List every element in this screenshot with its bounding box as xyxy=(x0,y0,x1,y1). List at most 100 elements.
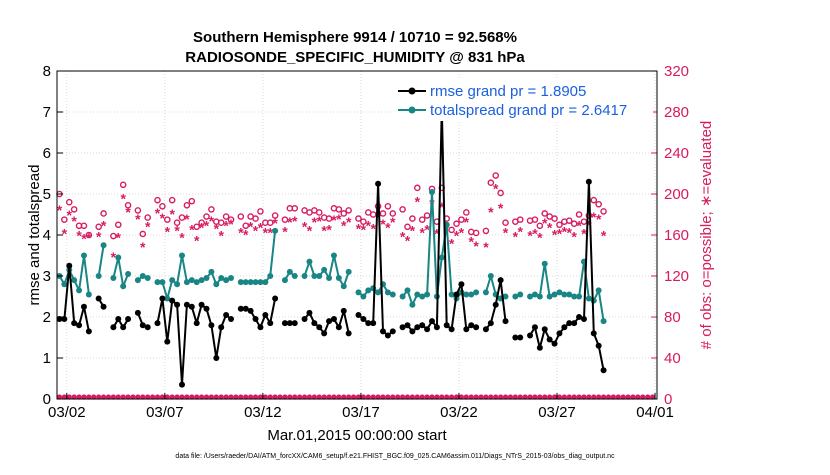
obs-rejected-marker xyxy=(61,394,67,400)
obs-possible-marker xyxy=(399,206,406,213)
y-right-tick-label: 160 xyxy=(664,227,689,244)
obs-rejected-marker xyxy=(615,394,621,400)
series-point xyxy=(399,324,406,331)
series-point xyxy=(286,268,293,275)
y-tick-label: 1 xyxy=(43,350,51,367)
series-point xyxy=(257,324,264,331)
obs-evaluated-marker: * xyxy=(174,222,180,238)
obs-rejected-marker xyxy=(76,394,82,400)
series-point xyxy=(409,301,416,308)
series-point xyxy=(76,287,83,294)
series-point xyxy=(468,291,475,298)
obs-rejected-marker xyxy=(429,394,435,400)
obs-rejected-marker xyxy=(556,394,563,400)
chart-title-line-2: RADIOSONDE_SPECIFIC_HUMIDITY @ 831 hPa xyxy=(185,49,525,66)
chart-title-line-1: Southern Hemisphere 9914 / 10710 = 92.56… xyxy=(193,29,517,46)
series-point xyxy=(228,275,235,282)
series-point xyxy=(237,279,244,286)
obs-possible-marker xyxy=(389,210,397,217)
series-point xyxy=(556,330,563,337)
obs-rejected-marker xyxy=(399,394,406,400)
obs-evaluated-marker: * xyxy=(370,220,376,236)
obs-possible-marker xyxy=(315,209,323,216)
obs-rejected-marker xyxy=(610,394,616,400)
series-point xyxy=(203,275,210,282)
x-tick-label: 03/22 xyxy=(440,404,478,421)
series-line xyxy=(303,254,350,288)
obs-possible-marker xyxy=(585,212,593,219)
series-point xyxy=(125,270,132,277)
series-point xyxy=(463,291,470,298)
obs-possible-marker xyxy=(570,220,578,228)
series-point xyxy=(291,320,298,327)
series-point xyxy=(355,311,362,318)
obs-rejected-marker xyxy=(154,394,161,400)
series-point xyxy=(502,318,509,325)
series-point xyxy=(409,328,416,335)
series-point xyxy=(120,324,127,331)
series-point xyxy=(272,227,279,234)
obs-rejected-marker xyxy=(189,394,195,400)
obs-evaluated-marker: * xyxy=(272,215,278,231)
obs-rejected-marker xyxy=(360,394,366,400)
series-point xyxy=(330,316,337,323)
series-point xyxy=(311,273,318,279)
series-line xyxy=(156,297,232,386)
obs-rejected-marker xyxy=(184,394,190,400)
obs-evaluated-marker: * xyxy=(547,219,553,235)
obs-rejected-marker xyxy=(576,394,582,400)
obs-possible-marker xyxy=(144,214,151,221)
obs-possible-marker xyxy=(110,232,117,240)
series-point xyxy=(80,252,87,259)
obs-possible-marker xyxy=(193,223,201,231)
obs-rejected-marker xyxy=(547,394,553,400)
obs-rejected-marker xyxy=(517,394,523,400)
obs-rejected-marker xyxy=(125,394,131,400)
obs-possible-marker xyxy=(95,223,102,231)
obs-evaluated-marker: * xyxy=(312,214,318,230)
obs-rejected-marker xyxy=(297,394,303,400)
obs-evaluated-marker: * xyxy=(390,214,396,230)
series-point xyxy=(585,295,592,302)
obs-evaluated-marker: * xyxy=(218,228,224,244)
obs-rejected-marker xyxy=(390,394,396,400)
obs-rejected-marker xyxy=(71,394,77,400)
obs-rejected-marker xyxy=(507,394,514,400)
obs-possible-marker xyxy=(154,196,161,204)
obs-rejected-marker xyxy=(199,394,205,400)
series-point xyxy=(154,320,161,327)
series-point xyxy=(546,336,553,343)
obs-evaluated-marker: * xyxy=(567,224,573,240)
obs-rejected-marker xyxy=(527,394,533,400)
obs-evaluated-marker: * xyxy=(86,230,92,246)
series-point xyxy=(335,275,342,282)
obs-possible-marker xyxy=(159,202,166,210)
obs-evaluated-marker: * xyxy=(81,231,87,247)
series-point xyxy=(169,297,176,304)
obs-possible-marker xyxy=(198,219,205,226)
obs-rejected-marker xyxy=(179,394,185,400)
obs-evaluated-marker: * xyxy=(361,221,367,237)
obs-rejected-marker xyxy=(645,394,651,400)
series-point xyxy=(80,303,87,310)
obs-evaluated-marker: * xyxy=(434,225,440,241)
obs-evaluated-marker: * xyxy=(400,229,406,245)
obs-possible-marker xyxy=(114,221,122,229)
obs-rejected-marker xyxy=(542,394,548,400)
series-point xyxy=(365,320,372,327)
series-point xyxy=(242,279,249,286)
obs-rejected-marker xyxy=(605,394,612,400)
obs-rejected-marker xyxy=(164,394,170,400)
obs-rejected-marker xyxy=(468,394,474,400)
obs-rejected-marker xyxy=(414,394,420,400)
obs-evaluated-marker: * xyxy=(341,217,347,233)
obs-rejected-marker xyxy=(145,394,151,400)
series-point xyxy=(169,277,176,284)
obs-evaluated-marker: * xyxy=(194,233,200,249)
obs-evaluated-marker: * xyxy=(405,233,411,249)
obs-evaluated-marker: * xyxy=(120,191,126,207)
obs-rejected-marker xyxy=(336,394,342,400)
series-point xyxy=(389,291,396,298)
obs-possible-marker xyxy=(463,209,470,216)
